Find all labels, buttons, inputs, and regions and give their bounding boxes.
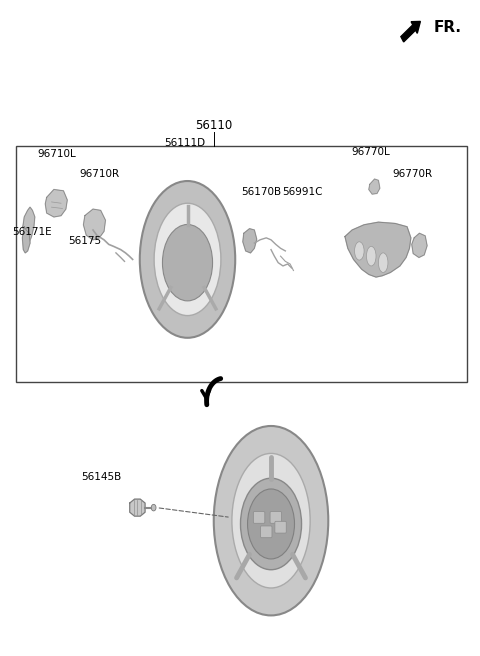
- Text: 96710L: 96710L: [37, 150, 76, 159]
- Text: 96770R: 96770R: [393, 169, 433, 179]
- Ellipse shape: [366, 247, 376, 266]
- FancyBboxPatch shape: [275, 522, 286, 533]
- Polygon shape: [130, 499, 145, 516]
- Polygon shape: [23, 227, 30, 253]
- Text: 56145B: 56145B: [82, 472, 122, 482]
- FancyBboxPatch shape: [261, 526, 272, 538]
- Text: 56175: 56175: [68, 236, 101, 246]
- Polygon shape: [84, 209, 106, 240]
- Polygon shape: [345, 222, 411, 277]
- Ellipse shape: [355, 242, 364, 260]
- Text: 56110: 56110: [195, 119, 232, 132]
- FancyBboxPatch shape: [253, 512, 265, 523]
- Text: 56991C: 56991C: [282, 188, 322, 197]
- Polygon shape: [23, 207, 35, 243]
- Text: 56170B: 56170B: [241, 188, 282, 197]
- Text: 96770L: 96770L: [352, 147, 391, 157]
- Polygon shape: [369, 179, 380, 194]
- Ellipse shape: [162, 224, 213, 301]
- Ellipse shape: [140, 181, 235, 338]
- Ellipse shape: [378, 253, 388, 272]
- Text: 56171E: 56171E: [12, 226, 52, 237]
- Bar: [16, 146, 467, 382]
- Ellipse shape: [214, 426, 328, 615]
- FancyBboxPatch shape: [270, 512, 281, 523]
- Text: 96710R: 96710R: [79, 169, 120, 179]
- FancyArrow shape: [401, 22, 420, 42]
- Ellipse shape: [240, 478, 301, 569]
- Polygon shape: [45, 190, 67, 217]
- Circle shape: [151, 504, 156, 511]
- Ellipse shape: [232, 453, 310, 588]
- Ellipse shape: [248, 489, 295, 559]
- Text: 56111D: 56111D: [165, 138, 206, 148]
- Text: FR.: FR.: [433, 20, 461, 35]
- Ellipse shape: [154, 203, 221, 316]
- Polygon shape: [243, 229, 257, 253]
- Polygon shape: [412, 234, 427, 257]
